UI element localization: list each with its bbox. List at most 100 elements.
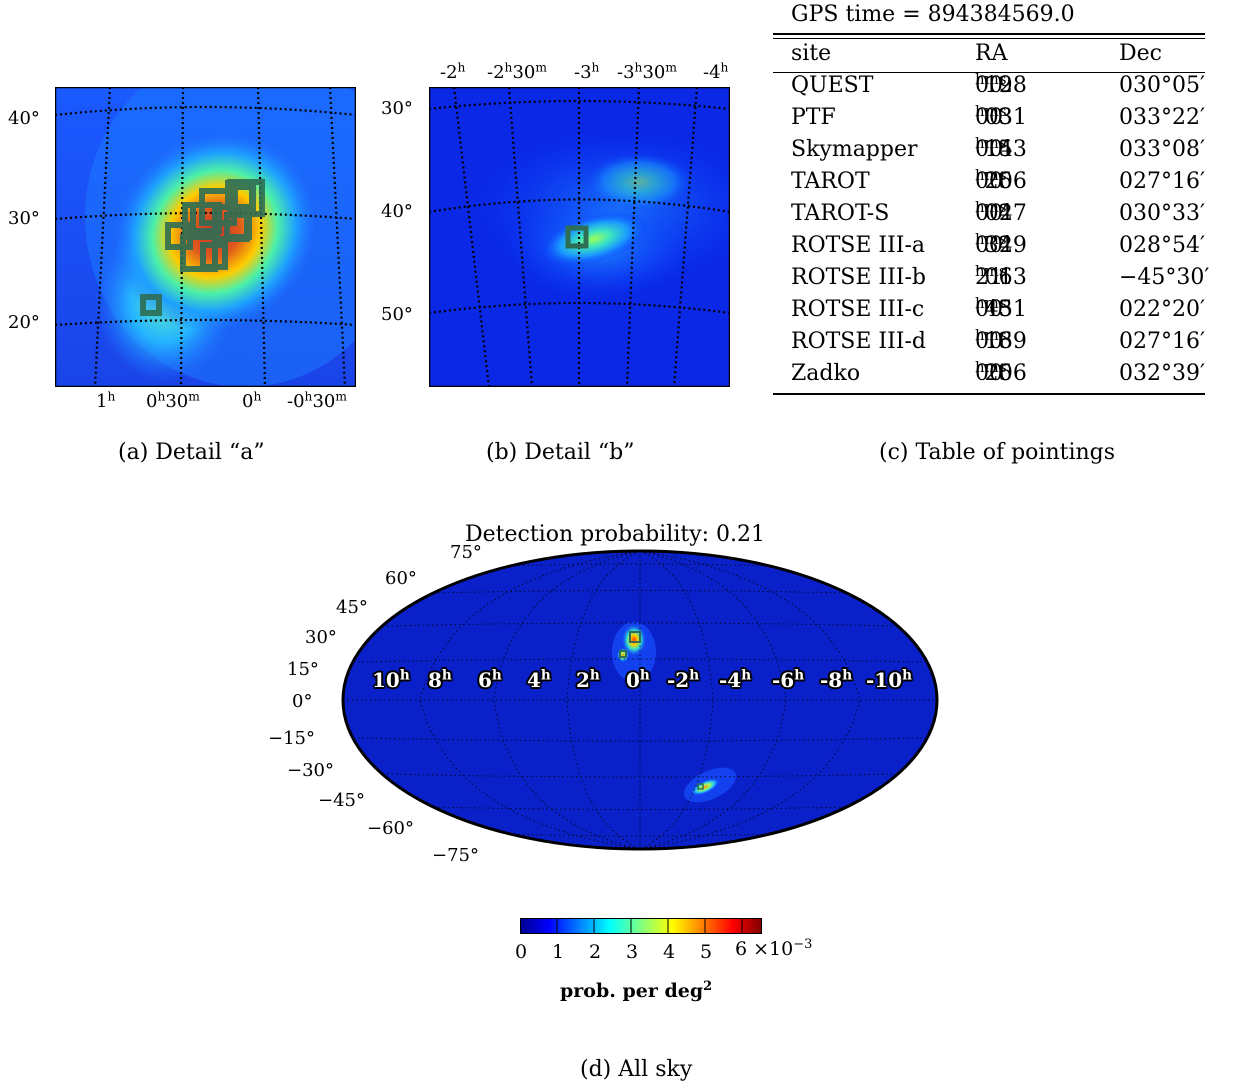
cell-dec: 030°33′ [1119, 201, 1205, 226]
detail-b-caption: (b) Detail “b” [486, 440, 635, 465]
cell-dec: −45°30′ [1119, 265, 1210, 290]
cell-dec: 028°54′ [1119, 233, 1205, 258]
detail-a-ra-label: 0h30m [146, 389, 200, 412]
table-bottom-rule [773, 393, 1205, 395]
detail-a-map [55, 87, 356, 387]
cell-site: Skymapper [791, 137, 918, 162]
colorbar-tick: 2 [589, 941, 602, 963]
cell-dec: 027°16′ [1119, 169, 1205, 194]
table-row: ROTSE III-c 00 h 43 m 51 s 022°20′ [773, 293, 1205, 329]
sky-ra-label: 10h [372, 667, 410, 692]
cell-site: ROTSE III-a [791, 233, 926, 258]
detail-b-ra-label: -3h30m [617, 60, 677, 83]
cell-site: ROTSE III-c [791, 297, 925, 322]
sky-dec-label: 75° [450, 542, 482, 563]
sky-dec-label: 45° [336, 597, 368, 618]
sky-ra-label: 8h [428, 667, 452, 692]
sky-ra-label: -6h [772, 667, 805, 692]
detail-b-dec-label: 50° [381, 304, 413, 325]
colorbar-tick: 6 ×10−3 [735, 936, 813, 960]
detail-a-ra-label: -0h30m [287, 389, 347, 412]
table-row: Skymapper 00 h 15 m 43 s 033°08′ [773, 133, 1205, 169]
colorbar-tick: 0 [515, 941, 528, 963]
header-site: site [791, 41, 832, 66]
all-sky-map [341, 549, 939, 851]
colorbar-tick: 1 [552, 941, 565, 963]
sky-dec-label: 30° [305, 627, 337, 648]
cell-site: Zadko [791, 361, 861, 386]
cell-ra: 00 h 43 m 51 s [975, 293, 1027, 322]
table-row: TAROT-S 00 h 04 m 27 s 030°33′ [773, 197, 1205, 233]
cell-dec: 027°16′ [1119, 329, 1205, 354]
cell-site: PTF [791, 105, 836, 130]
cell-ra: 00 h 03 m 31 s [975, 101, 1027, 130]
detail-a-ra-label: 0h [242, 389, 262, 412]
detail-a-dec-label: 40° [8, 108, 40, 129]
sky-dec-label: −15° [268, 728, 315, 749]
gps-time: GPS time = 894384569.0 [791, 2, 1075, 27]
cell-site: TAROT [791, 169, 870, 194]
cell-ra: 00 h 34 m 29 s [975, 229, 1027, 258]
detail-b-ra-label: -2h30m [487, 60, 547, 83]
sky-ra-label: -4h [719, 667, 752, 692]
detail-a-dec-label: 20° [8, 312, 40, 333]
detail-a-dec-label: 30° [8, 208, 40, 229]
detail-b-ra-label: -3h [574, 60, 600, 83]
header-dec: Dec [1119, 41, 1162, 66]
table-top-rule [773, 33, 1205, 35]
table-header-rule [773, 72, 1205, 73]
colorbar-tick: 5 [700, 941, 713, 963]
cell-dec: 033°08′ [1119, 137, 1205, 162]
table-row: ROTSE III-a 00 h 34 m 29 s 028°54′ [773, 229, 1205, 265]
sky-dec-label: −30° [287, 760, 334, 781]
colorbar-label: prob. per deg2 [560, 978, 713, 1002]
sky-ra-label: 2h [576, 667, 600, 692]
table-row: QUEST 00 h 19 m 28 s 030°05′ [773, 69, 1205, 105]
sky-dec-label: 0° [292, 691, 313, 712]
colorbar-tick: 3 [626, 941, 639, 963]
detail-a-caption: (a) Detail “a” [118, 440, 265, 465]
table-top-rule-2 [773, 38, 1205, 39]
cell-ra: 00 h 15 m 43 s [975, 133, 1027, 162]
sky-dec-label: 15° [287, 659, 319, 680]
sky-ra-label: 6h [478, 667, 502, 692]
cell-site: ROTSE III-b [791, 265, 926, 290]
cell-dec: 030°05′ [1119, 73, 1205, 98]
header-ra: RA [975, 41, 1008, 66]
cell-dec: 033°22′ [1119, 105, 1205, 130]
sky-dec-label: −75° [432, 845, 479, 866]
cell-ra: 21 h 06 m 13 s [975, 261, 1027, 290]
sky-ra-label: -8h [820, 667, 853, 692]
cell-dec: 032°39′ [1119, 361, 1205, 386]
cell-site: TAROT-S [791, 201, 890, 226]
detail-a-ra-label: 1h [96, 389, 116, 412]
detail-b-dec-label: 40° [381, 201, 413, 222]
sky-ra-label: 4h [527, 667, 551, 692]
cell-ra: 00 h 04 m 27 s [975, 197, 1027, 226]
detail-b-dec-label: 30° [381, 98, 413, 119]
all-sky-title: Detection probability: 0.21 [465, 522, 766, 547]
cell-ra: 00 h 25 m 06 s [975, 357, 1027, 386]
detail-b-map [429, 87, 730, 387]
detail-b-ra-label: -4h [703, 60, 729, 83]
table-caption: (c) Table of pointings [879, 440, 1116, 465]
detail-b-ra-label: -2h [440, 60, 466, 83]
cell-site: QUEST [791, 73, 874, 98]
table-row: TAROT 00 h 25 m 06 s 027°16′ [773, 165, 1205, 201]
sky-dec-label: −45° [318, 790, 365, 811]
cell-ra: 00 h 19 m 28 s [975, 69, 1027, 98]
sky-ra-label: -10h [866, 667, 913, 692]
colorbar-tick: 4 [663, 941, 676, 963]
sky-dec-label: −60° [367, 818, 414, 839]
cell-ra: 00 h 25 m 06 s [975, 165, 1027, 194]
all-sky-caption: (d) All sky [580, 1057, 693, 1082]
cell-dec: 022°20′ [1119, 297, 1205, 322]
cell-site: ROTSE III-d [791, 329, 926, 354]
table-row: Zadko 00 h 25 m 06 s 032°39′ [773, 357, 1205, 393]
table-row: PTF 00 h 03 m 31 s 033°22′ [773, 101, 1205, 137]
sky-ra-label: -2h [667, 667, 700, 692]
table-header-row: site RA Dec [773, 41, 1205, 73]
colorbar [520, 918, 762, 934]
sky-ra-label: 0h [626, 667, 650, 692]
table-row: ROTSE III-b 21 h 06 m 13 s −45°30′ [773, 261, 1209, 297]
